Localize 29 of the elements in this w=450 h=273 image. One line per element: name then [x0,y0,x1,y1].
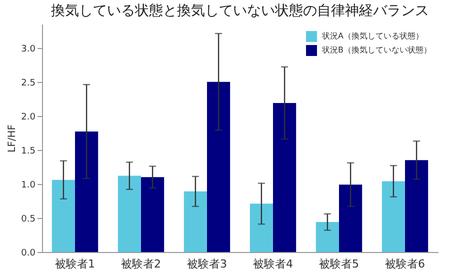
x-tick-label: 被験者5 [319,258,359,270]
bar [250,204,273,252]
bar [207,82,230,252]
bar [52,180,75,252]
y-tick-label: 3.0 [21,44,36,54]
y-tick-label: 0.0 [21,248,36,258]
bar [316,222,339,252]
chart-title: 換気している状態と換気していない状態の自律神経バランス [51,3,429,19]
x-tick-label: 被験者1 [55,258,95,270]
y-tick-label: 1.0 [21,180,36,190]
bar [118,176,141,252]
bar [382,181,405,252]
x-tick-label: 被験者2 [121,258,161,270]
bar [405,160,428,252]
y-axis-title: LF/HF [7,124,18,152]
y-tick-label: 2.0 [21,112,36,122]
y-tick-label: 2.5 [21,78,36,88]
bar [75,132,98,252]
x-tick-label: 被験者3 [187,258,227,270]
x-tick-label: 被験者4 [253,258,293,270]
bar [339,184,362,252]
legend-label: 状況B（換気していない状態） [321,46,432,54]
bar [273,102,296,252]
x-tick-label: 被験者6 [385,258,425,270]
y-tick-label: 1.5 [21,146,36,156]
y-tick-label: 0.5 [21,214,36,224]
bar [184,191,207,252]
legend-label: 状況A（換気している状態） [321,32,424,40]
bar [141,177,164,252]
